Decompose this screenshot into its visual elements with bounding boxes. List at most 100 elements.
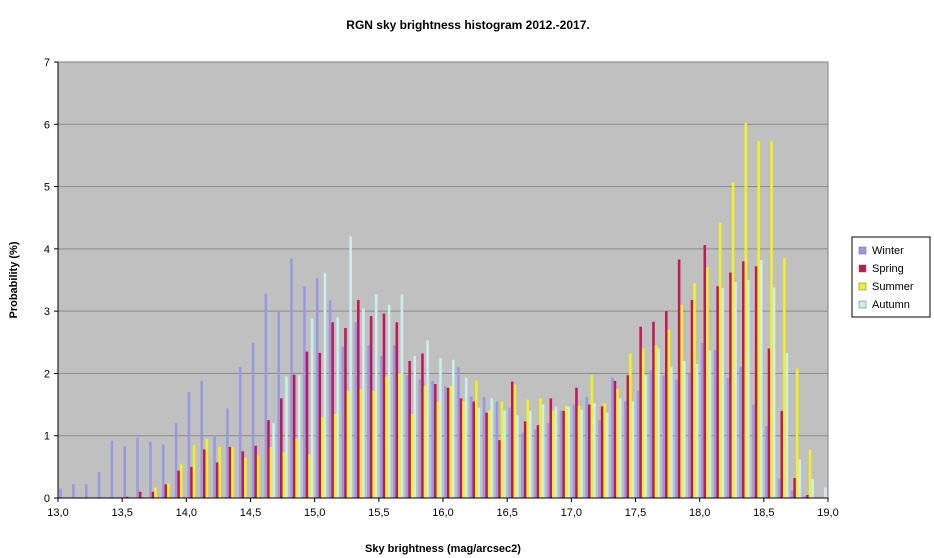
bar-summer (256, 455, 260, 498)
bar-winter (546, 423, 550, 498)
bar-summer (564, 405, 568, 498)
bar-winter (649, 370, 653, 498)
bar-summer (808, 449, 812, 498)
bar-autumn (541, 404, 545, 498)
bar-winter (251, 342, 255, 498)
bar-winter (803, 496, 807, 498)
bar-autumn (644, 375, 648, 498)
bar-summer (179, 463, 183, 498)
bar-spring (600, 406, 604, 498)
bar-spring (716, 286, 719, 498)
bar-winter (264, 293, 268, 498)
bar-autumn (567, 406, 571, 498)
bar-winter (675, 379, 678, 498)
bar-winter (688, 373, 691, 498)
bar-spring (549, 398, 553, 498)
bar-summer (795, 368, 799, 498)
bar-winter (431, 380, 435, 498)
bar-winter (136, 437, 139, 498)
x-tick-label: 13,0 (47, 507, 68, 519)
bar-winter (367, 345, 370, 498)
bar-summer (552, 410, 555, 498)
bar-summer (783, 258, 786, 498)
bar-winter (636, 390, 640, 498)
bar-spring (613, 380, 617, 498)
bar-spring (164, 484, 168, 498)
bar-spring (536, 425, 540, 498)
bar-autumn (772, 287, 776, 498)
bar-winter (777, 479, 781, 498)
x-tick-label: 18,5 (753, 507, 774, 519)
bar-summer (410, 413, 414, 498)
bar-spring (177, 470, 180, 498)
bar-summer (500, 401, 504, 498)
bar-winter (97, 471, 101, 498)
x-tick-label: 15,5 (368, 507, 389, 519)
bar-summer (423, 385, 427, 498)
bar-spring (485, 412, 488, 498)
x-tick-label: 13,5 (111, 507, 132, 519)
bar-summer (462, 401, 465, 498)
bar-autumn (362, 308, 365, 498)
bar-spring (126, 496, 129, 498)
bar-winter (444, 386, 447, 498)
bar-summer (590, 375, 594, 498)
bar-winter (187, 392, 191, 498)
bar-winter (59, 488, 62, 498)
x-tick-label: 14,0 (176, 507, 197, 519)
bar-spring (292, 374, 296, 498)
bar-spring (151, 491, 155, 498)
bar-spring (369, 316, 373, 498)
bar-summer (333, 413, 337, 498)
bar-spring (446, 387, 450, 498)
bar-autumn (336, 317, 340, 498)
bar-spring (280, 398, 283, 498)
bar-winter (226, 408, 229, 498)
bar-summer (577, 405, 581, 498)
bar-spring (562, 410, 565, 498)
bar-winter (123, 446, 127, 498)
gridlines (58, 123, 828, 437)
bar-summer (244, 457, 247, 498)
bar-winter (623, 401, 627, 498)
bar-summer (346, 390, 350, 498)
bar-summer (718, 222, 722, 498)
bar-spring (331, 322, 334, 498)
bar-spring (305, 351, 309, 498)
bar-winter (585, 397, 589, 498)
bar-spring (215, 462, 219, 498)
bar-spring (382, 313, 386, 498)
bar-winter (495, 401, 499, 498)
bar-winter (790, 490, 794, 498)
bar-spring (703, 245, 707, 498)
bar-autumn (798, 459, 802, 498)
bar-spring (523, 421, 527, 498)
bar-spring (806, 494, 809, 498)
legend-swatch-winter (858, 246, 867, 255)
bar-summer (706, 267, 709, 498)
legend-swatch-summer (858, 282, 867, 291)
bar-winter (534, 429, 537, 498)
bar-summer (295, 438, 298, 498)
bar-spring (498, 440, 501, 498)
bar-spring (357, 299, 360, 498)
bar-autumn (503, 410, 506, 498)
bar-summer (154, 487, 157, 498)
bar-winter (739, 367, 743, 498)
bar-summer (526, 399, 529, 498)
legend-swatch-autumn (858, 300, 867, 309)
bar-summer (539, 398, 542, 498)
bar-spring (267, 420, 270, 498)
bar-summer (641, 348, 645, 498)
bar-spring (395, 322, 399, 498)
bar-autumn (580, 409, 583, 498)
bar-winter (213, 435, 216, 498)
x-tick-label: 19,0 (817, 507, 838, 519)
bar-winter (200, 380, 204, 498)
bar-spring (677, 259, 681, 498)
bar-winter (303, 286, 306, 498)
bar-spring (318, 352, 322, 498)
bar-autumn (618, 398, 622, 498)
bar-spring (421, 353, 424, 498)
bar-autumn (451, 359, 455, 498)
